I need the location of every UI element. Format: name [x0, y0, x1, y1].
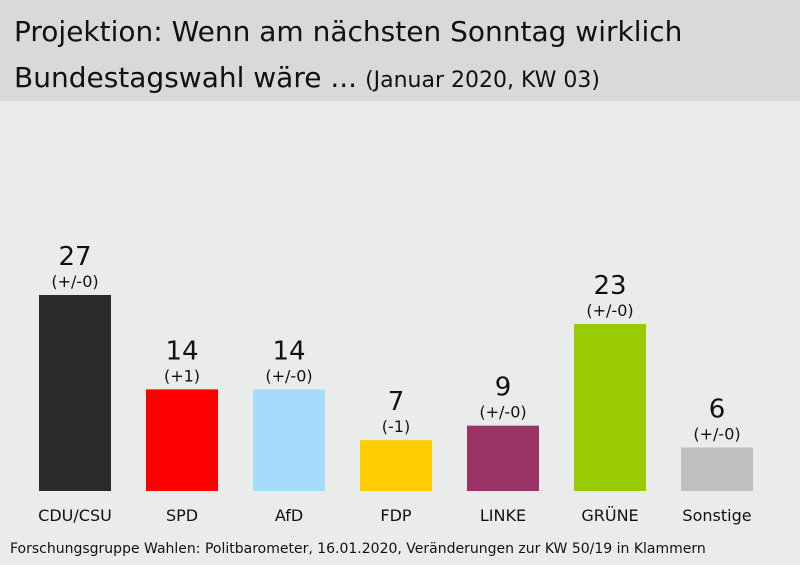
category-label: Sonstige [682, 506, 751, 525]
change-label: (+/-0) [586, 301, 633, 320]
header-band: Projektion: Wenn am nächsten Sonntag wir… [0, 0, 800, 101]
value-label: 27 [58, 242, 91, 272]
value-label: 6 [709, 394, 726, 424]
bar-linke [467, 425, 539, 491]
change-label: (+/-0) [51, 272, 98, 291]
bar-cdu-csu [39, 294, 111, 491]
category-label: FDP [380, 506, 412, 525]
category-label: SPD [166, 506, 198, 525]
change-label: (+/-0) [693, 424, 740, 443]
category-label: CDU/CSU [38, 506, 112, 525]
value-label: 14 [272, 336, 305, 366]
change-label: (+/-0) [479, 403, 526, 422]
value-label: 9 [495, 373, 512, 403]
change-label: (+1) [164, 366, 200, 385]
category-label: AfD [275, 506, 303, 525]
change-label: (-1) [382, 417, 410, 436]
bar-gr-ne [574, 324, 646, 491]
category-label: LINKE [480, 506, 526, 525]
value-label: 23 [593, 271, 626, 301]
chart-title-line-1: Projektion: Wenn am nächsten Sonntag wir… [14, 15, 683, 48]
change-label: (+/-0) [265, 366, 312, 385]
bar-spd [146, 389, 218, 491]
bar-fdp [360, 440, 432, 491]
chart-title-line-2-text: Bundestagswahl wäre ... [14, 61, 358, 94]
source-note: Forschungsgruppe Wahlen: Politbarometer,… [10, 541, 706, 557]
bar-afd [253, 389, 325, 491]
bar-sonstige [681, 447, 753, 491]
chart-title-line-2: Bundestagswahl wäre ... (Januar 2020, KW … [14, 61, 600, 94]
value-label: 14 [165, 336, 198, 366]
value-label: 7 [388, 387, 405, 417]
category-label: GRÜNE [581, 506, 638, 525]
chart-subtitle: (Januar 2020, KW 03) [365, 68, 600, 93]
